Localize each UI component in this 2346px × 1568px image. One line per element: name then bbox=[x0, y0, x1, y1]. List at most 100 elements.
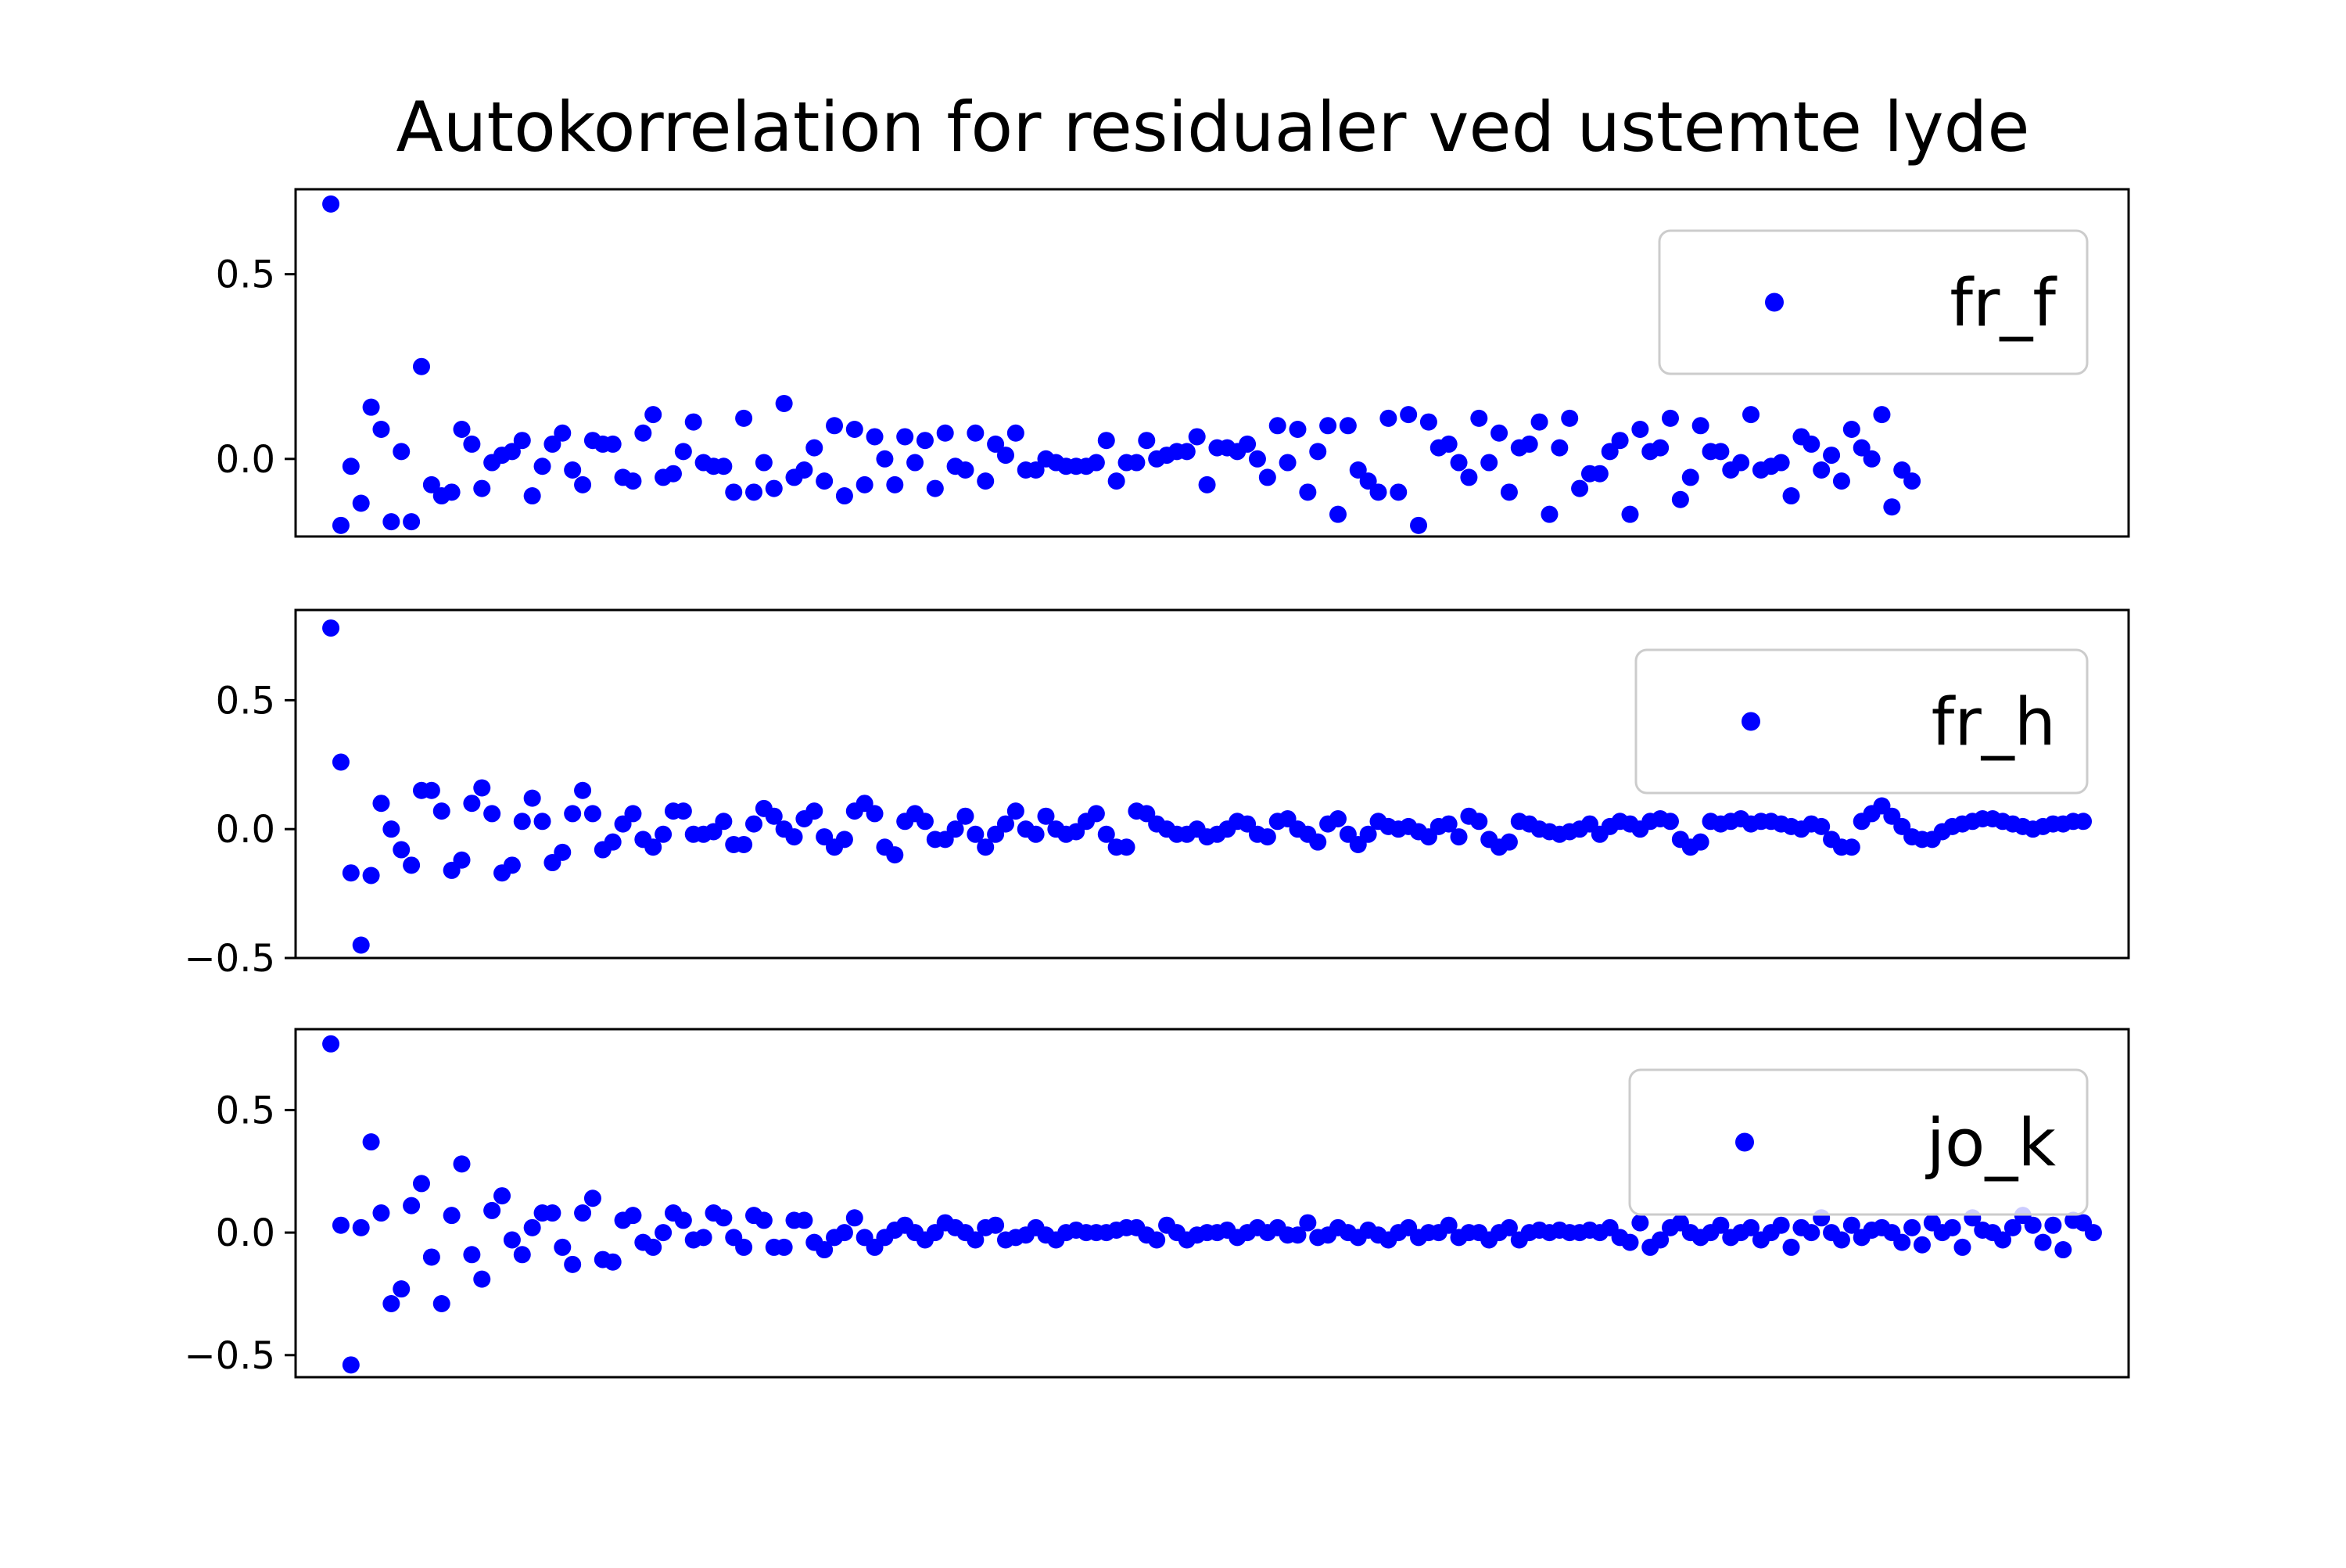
data-point bbox=[926, 479, 944, 497]
data-point bbox=[755, 1211, 773, 1229]
data-point bbox=[1279, 454, 1297, 472]
y-tick-label: 0.0 bbox=[216, 438, 275, 482]
data-point bbox=[1994, 1231, 2012, 1249]
data-point bbox=[453, 851, 471, 869]
data-point bbox=[1490, 424, 1508, 442]
data-point bbox=[604, 1253, 622, 1271]
data-point bbox=[1863, 450, 1881, 468]
data-point bbox=[382, 820, 400, 838]
data-point bbox=[1258, 468, 1276, 486]
data-point bbox=[1903, 472, 1921, 490]
data-point bbox=[412, 1175, 430, 1193]
y-tick-label: −0.5 bbox=[184, 1334, 275, 1378]
data-point bbox=[1813, 817, 1831, 835]
data-point bbox=[1027, 825, 1045, 843]
data-point bbox=[372, 795, 390, 813]
data-point bbox=[1883, 498, 1901, 516]
data-point bbox=[1289, 1226, 1307, 1244]
data-point bbox=[564, 805, 582, 823]
data-point bbox=[1440, 815, 1458, 833]
data-point bbox=[1500, 483, 1518, 501]
data-point bbox=[644, 838, 662, 856]
data-point bbox=[816, 1241, 834, 1259]
data-point bbox=[362, 867, 380, 884]
data-point bbox=[483, 1201, 501, 1219]
data-point bbox=[1621, 505, 1639, 523]
data-point bbox=[2084, 1224, 2102, 1242]
data-point bbox=[443, 483, 461, 501]
data-point bbox=[322, 195, 340, 213]
data-point bbox=[715, 813, 733, 831]
data-point bbox=[624, 805, 642, 823]
data-point bbox=[1138, 432, 1156, 450]
data-point bbox=[543, 435, 561, 453]
data-point bbox=[1823, 447, 1841, 465]
data-point bbox=[1107, 472, 1125, 490]
data-point bbox=[1853, 439, 1871, 457]
data-point bbox=[1561, 409, 1579, 427]
data-point bbox=[1148, 1231, 1166, 1249]
data-point bbox=[1611, 432, 1629, 450]
data-point bbox=[694, 1229, 712, 1247]
data-point bbox=[332, 753, 350, 771]
data-point bbox=[967, 825, 985, 843]
data-point bbox=[574, 781, 592, 799]
data-point bbox=[805, 439, 823, 457]
data-point bbox=[2024, 1216, 2042, 1234]
data-point bbox=[655, 1224, 673, 1242]
y-tick-label: 0.0 bbox=[216, 808, 275, 852]
data-point bbox=[1500, 833, 1518, 851]
data-point bbox=[1258, 828, 1276, 846]
data-point bbox=[1551, 439, 1569, 457]
data-point bbox=[1732, 454, 1750, 472]
data-point bbox=[1772, 454, 1790, 472]
data-point bbox=[463, 1246, 481, 1264]
axes-frame bbox=[294, 1028, 2130, 1379]
data-point bbox=[422, 1248, 440, 1266]
data-point bbox=[1652, 439, 1670, 457]
data-point bbox=[1803, 435, 1820, 453]
axes-frame bbox=[294, 188, 2130, 538]
data-point bbox=[403, 513, 421, 531]
data-point bbox=[463, 435, 481, 453]
data-point bbox=[604, 833, 622, 851]
data-point bbox=[1248, 450, 1266, 468]
data-point bbox=[1500, 1218, 1518, 1236]
data-point bbox=[554, 1238, 572, 1256]
data-point bbox=[473, 479, 491, 497]
data-point bbox=[715, 457, 733, 475]
data-point bbox=[1460, 468, 1478, 486]
data-point bbox=[473, 779, 491, 797]
data-point bbox=[1379, 409, 1397, 427]
data-point bbox=[422, 781, 440, 799]
data-point bbox=[1832, 1231, 1850, 1249]
data-point bbox=[1339, 417, 1357, 435]
data-point bbox=[533, 457, 551, 475]
data-point bbox=[1772, 1216, 1790, 1234]
data-point bbox=[523, 1218, 541, 1236]
data-point bbox=[1450, 454, 1468, 472]
data-point bbox=[644, 406, 662, 424]
legend-label: fr_f bbox=[1950, 265, 2057, 342]
data-point bbox=[1681, 468, 1699, 486]
data-point bbox=[1712, 1216, 1730, 1234]
data-point bbox=[352, 1218, 370, 1236]
y-tick-label: 0.5 bbox=[216, 679, 275, 723]
data-point bbox=[554, 424, 572, 442]
data-point bbox=[1530, 413, 1548, 431]
data-point bbox=[372, 421, 390, 439]
data-point bbox=[835, 831, 853, 849]
data-point bbox=[1873, 406, 1891, 424]
data-point bbox=[503, 1231, 521, 1249]
data-point bbox=[775, 394, 793, 412]
data-point bbox=[735, 409, 753, 427]
data-point bbox=[1813, 461, 1831, 479]
data-point bbox=[453, 1155, 471, 1173]
data-point bbox=[1198, 475, 1216, 493]
data-point bbox=[956, 461, 974, 479]
data-point bbox=[1006, 802, 1024, 820]
y-tick-label: −0.5 bbox=[184, 937, 275, 981]
data-point bbox=[1470, 813, 1488, 831]
